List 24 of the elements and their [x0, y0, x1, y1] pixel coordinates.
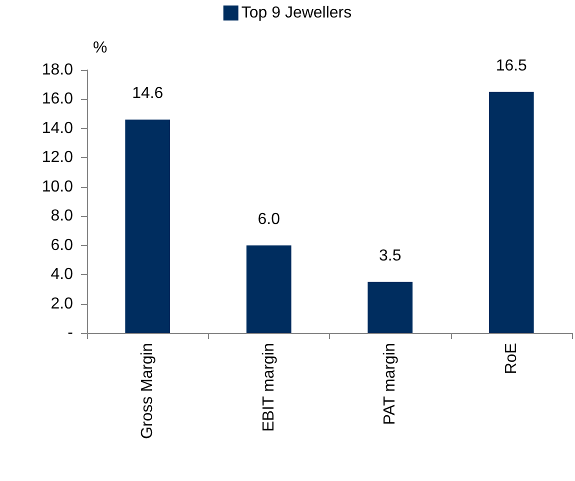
bar [246, 245, 292, 333]
x-tick-label: PAT margin [382, 343, 399, 425]
bar [125, 120, 170, 333]
data-label: 14.6 [132, 85, 164, 102]
bar [488, 92, 534, 333]
data-label: 3.5 [379, 247, 402, 264]
y-axis-title: % [93, 40, 108, 56]
x-tick-label: Gross Margin [139, 343, 156, 440]
legend-label: Top 9 Jewellers [241, 4, 352, 22]
y-tick-label: 2.0 [50, 295, 74, 312]
y-tick-label: 10.0 [42, 178, 74, 196]
data-label: 16.5 [496, 57, 528, 74]
y-tick-label: 4.0 [50, 266, 74, 284]
x-tick-label: RoE [502, 343, 520, 374]
y-tick-label: 14.0 [42, 120, 74, 137]
y-tick-label: 12.0 [42, 149, 74, 166]
y-tick-label: - [68, 324, 73, 342]
y-tick-label: 6.0 [50, 236, 74, 254]
bar [368, 282, 413, 333]
y-tick-label: 16.0 [42, 90, 74, 108]
data-label: 6.0 [258, 210, 280, 228]
x-tick-label: EBIT margin [260, 343, 278, 432]
y-tick-label: 8.0 [50, 208, 74, 225]
y-tick-label: 18.0 [42, 62, 74, 78]
